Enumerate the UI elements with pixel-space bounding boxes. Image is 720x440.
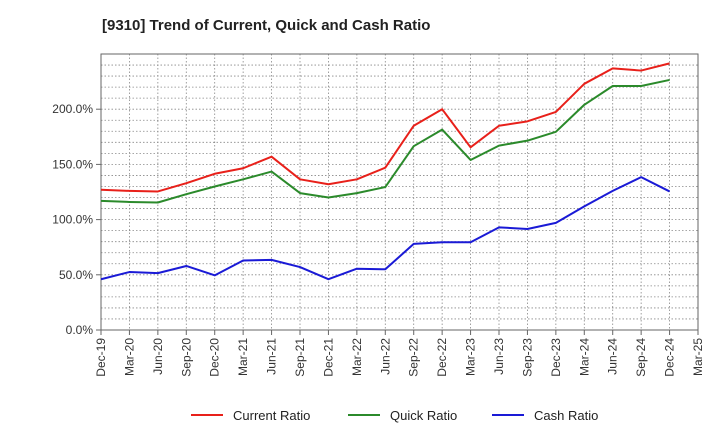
x-tick-label: Mar-21	[236, 338, 250, 376]
plot-area	[100, 53, 699, 331]
x-tick-label: Dec-20	[208, 338, 222, 377]
x-tick-label: Jun-24	[606, 338, 620, 375]
x-tick-label: Jun-23	[492, 338, 506, 375]
x-tick-label: Dec-19	[94, 338, 108, 377]
x-tick-label: Dec-21	[321, 338, 335, 377]
x-tick-label: Sep-24	[634, 338, 648, 377]
grid	[100, 54, 699, 330]
x-tick-label: Mar-24	[577, 338, 591, 376]
x-tick-label: Mar-25	[691, 338, 705, 376]
x-tick-label: Mar-22	[350, 338, 364, 376]
legend-label-cash-ratio: Cash Ratio	[534, 408, 598, 423]
x-tick-label: Dec-22	[435, 338, 449, 377]
x-axis-ticks: Dec-19 Mar-20 Jun-20 Sep-20 Dec-20 Mar-21 Jun-…	[94, 330, 705, 377]
x-tick-label: Sep-20	[179, 338, 193, 377]
legend-label-quick-ratio: Quick Ratio	[390, 408, 457, 423]
legend-label-current-ratio: Current Ratio	[233, 408, 310, 423]
x-tick-label: Jun-21	[265, 338, 279, 375]
x-tick-label: Jun-22	[378, 338, 392, 375]
y-tick-label: 100.0%	[52, 213, 93, 227]
y-axis-ticks: 0.0% 50.0% 100.0% 150.0% 200.0%	[52, 102, 101, 337]
y-tick-label: 50.0%	[59, 268, 93, 282]
series-lines	[100, 62, 671, 281]
series-line-cash-ratio	[100, 176, 671, 281]
chart-title: [9310] Trend of Current, Quick and Cash …	[102, 17, 430, 34]
x-tick-label: Sep-21	[293, 338, 307, 377]
x-tick-label: Sep-22	[407, 338, 421, 377]
y-tick-label: 150.0%	[52, 157, 93, 171]
x-tick-label: Mar-23	[464, 338, 478, 376]
y-tick-label: 200.0%	[52, 102, 93, 116]
y-tick-label: 0.0%	[66, 323, 94, 337]
series-line-current-ratio	[100, 62, 670, 193]
x-tick-label: Dec-23	[549, 338, 563, 377]
x-tick-label: Jun-20	[151, 338, 165, 375]
x-tick-label: Sep-23	[520, 338, 534, 377]
series-line-quick-ratio	[100, 78, 670, 204]
x-tick-label: Dec-24	[663, 338, 677, 377]
x-tick-label: Mar-20	[122, 338, 136, 376]
legend: Current Ratio Quick Ratio Cash Ratio	[191, 408, 598, 423]
